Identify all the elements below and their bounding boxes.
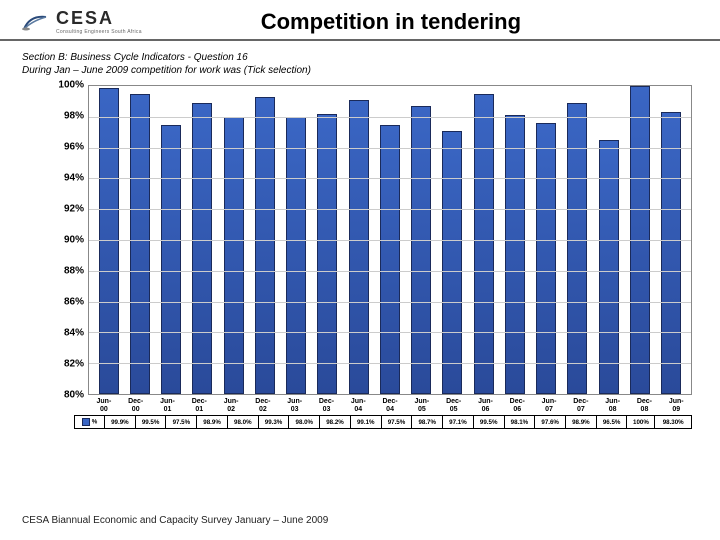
- x-tick: Dec-05: [438, 395, 470, 413]
- legend-cell: %: [75, 416, 105, 429]
- data-row: %99.9%99.5%97.5%98.9%98.0%99.3%98.0%98.2…: [75, 416, 692, 429]
- bar: [349, 100, 369, 394]
- data-cell: 98.0%: [227, 416, 258, 429]
- bar: [255, 97, 275, 394]
- header: CESA Consulting Engineers South Africa C…: [0, 0, 720, 41]
- bar: [286, 117, 306, 394]
- x-tick: Jun-09: [660, 395, 692, 413]
- data-cell: 98.7%: [412, 416, 443, 429]
- logo-icon: [20, 11, 50, 33]
- y-tick: 96%: [64, 142, 84, 153]
- data-cell: 98.1%: [504, 416, 535, 429]
- grid-line: [89, 117, 691, 118]
- y-tick: 98%: [64, 111, 84, 122]
- x-tick: Jun-04: [342, 395, 374, 413]
- grid-line: [89, 148, 691, 149]
- grid-line: [89, 240, 691, 241]
- data-cell: 97.1%: [443, 416, 474, 429]
- chart: % Respondents, competition Keen to Fierc…: [0, 79, 720, 429]
- data-cell: 98.30%: [655, 416, 692, 429]
- x-axis-labels: Jun-00Dec-00Jun-01Dec-01Jun-02Dec-02Jun-…: [88, 395, 692, 413]
- bar: [224, 117, 244, 394]
- data-cell: 100%: [627, 416, 655, 429]
- x-tick: Dec-01: [183, 395, 215, 413]
- x-tick: Jun-00: [88, 395, 120, 413]
- y-tick: 94%: [64, 173, 84, 184]
- logo-tagline: Consulting Engineers South Africa: [56, 29, 142, 35]
- bar: [130, 94, 150, 394]
- x-tick: Jun-06: [470, 395, 502, 413]
- y-tick: 86%: [64, 297, 84, 308]
- y-tick: 100%: [58, 80, 84, 91]
- legend-label: %: [92, 419, 98, 426]
- bar: [317, 114, 337, 394]
- y-tick: 88%: [64, 266, 84, 277]
- data-cell: 97.5%: [381, 416, 412, 429]
- y-tick: 84%: [64, 328, 84, 339]
- x-tick: Jun-01: [152, 395, 184, 413]
- grid-line: [89, 209, 691, 210]
- x-tick: Jun-02: [215, 395, 247, 413]
- plot-area: [88, 85, 692, 395]
- data-cell: 96.5%: [596, 416, 627, 429]
- x-tick: Dec-06: [501, 395, 533, 413]
- x-tick: Dec-00: [120, 395, 152, 413]
- logo-name: CESA: [56, 8, 142, 29]
- data-cell: 98.9%: [566, 416, 597, 429]
- bar: [380, 125, 400, 395]
- x-tick: Jun-08: [597, 395, 629, 413]
- grid-line: [89, 363, 691, 364]
- y-tick: 80%: [64, 390, 84, 401]
- data-table: %99.9%99.5%97.5%98.9%98.0%99.3%98.0%98.2…: [74, 415, 692, 429]
- data-cell: 99.5%: [135, 416, 166, 429]
- data-cell: 99.3%: [258, 416, 289, 429]
- y-tick: 90%: [64, 235, 84, 246]
- x-tick: Dec-08: [629, 395, 661, 413]
- data-cell: 98.9%: [197, 416, 228, 429]
- footer-text: CESA Biannual Economic and Capacity Surv…: [22, 515, 328, 526]
- x-tick: Dec-04: [374, 395, 406, 413]
- bar: [536, 123, 556, 394]
- x-tick: Jun-05: [406, 395, 438, 413]
- grid-line: [89, 332, 691, 333]
- data-cell: 99.5%: [473, 416, 504, 429]
- data-cell: 99.1%: [350, 416, 381, 429]
- logo: CESA Consulting Engineers South Africa: [20, 8, 142, 35]
- section-note: Section B: Business Cycle Indicators - Q…: [0, 41, 720, 79]
- grid-line: [89, 302, 691, 303]
- x-tick: Dec-07: [565, 395, 597, 413]
- x-tick: Jun-07: [533, 395, 565, 413]
- data-cell: 98.2%: [320, 416, 351, 429]
- data-cell: 99.9%: [105, 416, 136, 429]
- section-line1: Section B: Business Cycle Indicators - Q…: [22, 51, 698, 64]
- grid-line: [89, 178, 691, 179]
- x-tick: Dec-02: [247, 395, 279, 413]
- bar: [161, 125, 181, 395]
- bar: [505, 115, 525, 394]
- data-cell: 97.5%: [166, 416, 197, 429]
- data-cell: 97.6%: [535, 416, 566, 429]
- bar: [411, 106, 431, 394]
- data-cell: 98.0%: [289, 416, 320, 429]
- page-title: Competition in tendering: [142, 9, 700, 35]
- y-tick: 92%: [64, 204, 84, 215]
- legend-swatch: [82, 418, 90, 426]
- section-line2: During Jan – June 2009 competition for w…: [22, 64, 698, 77]
- grid-line: [89, 271, 691, 272]
- bar: [661, 112, 681, 394]
- x-tick: Dec-03: [311, 395, 343, 413]
- bar: [474, 94, 494, 394]
- x-tick: Jun-03: [279, 395, 311, 413]
- y-tick: 82%: [64, 359, 84, 370]
- y-axis-ticks: 80%82%84%86%88%90%92%94%96%98%100%: [46, 85, 88, 395]
- bar: [442, 131, 462, 394]
